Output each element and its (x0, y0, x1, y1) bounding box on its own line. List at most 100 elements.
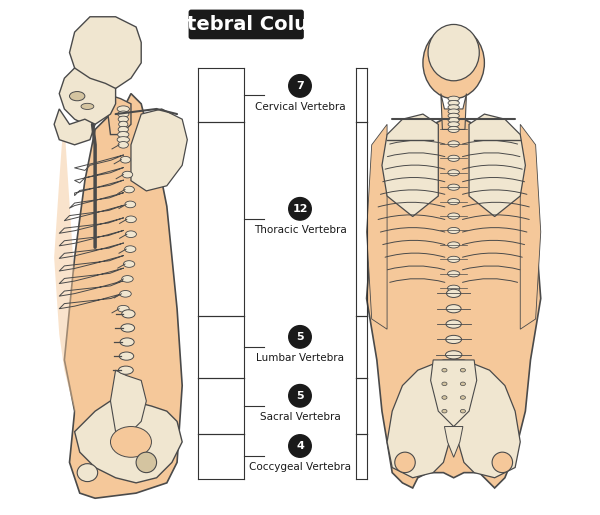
Text: Lumbar Vertebra: Lumbar Vertebra (256, 353, 344, 363)
Text: Sacral Vertebra: Sacral Vertebra (260, 412, 340, 422)
Polygon shape (64, 94, 182, 498)
Ellipse shape (122, 310, 135, 318)
Circle shape (289, 435, 311, 457)
Ellipse shape (448, 169, 460, 176)
Ellipse shape (117, 136, 130, 143)
Ellipse shape (118, 142, 128, 148)
Ellipse shape (77, 464, 98, 482)
Ellipse shape (110, 426, 151, 457)
Ellipse shape (448, 228, 460, 234)
Ellipse shape (460, 368, 466, 372)
Text: 12: 12 (292, 204, 308, 214)
Ellipse shape (448, 113, 460, 118)
Ellipse shape (446, 305, 461, 313)
Polygon shape (70, 17, 141, 89)
Ellipse shape (445, 351, 462, 359)
Ellipse shape (121, 324, 134, 332)
Ellipse shape (125, 201, 136, 208)
Circle shape (289, 325, 311, 348)
Ellipse shape (448, 117, 460, 123)
Text: 5: 5 (296, 391, 304, 401)
Polygon shape (367, 114, 541, 488)
Ellipse shape (122, 276, 133, 282)
Ellipse shape (448, 285, 460, 291)
Ellipse shape (117, 106, 130, 112)
Text: 4: 4 (296, 441, 304, 451)
Polygon shape (54, 109, 95, 145)
Ellipse shape (492, 452, 512, 473)
Ellipse shape (119, 121, 128, 127)
Ellipse shape (448, 96, 460, 101)
Polygon shape (106, 94, 131, 134)
Ellipse shape (442, 368, 447, 372)
Polygon shape (520, 124, 541, 329)
Text: Coccygeal Vertebra: Coccygeal Vertebra (249, 462, 351, 472)
Ellipse shape (442, 382, 447, 386)
Ellipse shape (448, 105, 460, 110)
Ellipse shape (124, 261, 135, 267)
Polygon shape (54, 124, 116, 493)
Polygon shape (367, 124, 387, 329)
Ellipse shape (460, 409, 466, 413)
Polygon shape (382, 114, 438, 216)
Ellipse shape (442, 409, 447, 413)
Polygon shape (118, 429, 134, 453)
Ellipse shape (448, 199, 460, 204)
Circle shape (289, 385, 311, 407)
Ellipse shape (448, 242, 460, 248)
Polygon shape (431, 360, 477, 426)
Ellipse shape (448, 122, 460, 127)
Circle shape (289, 75, 311, 97)
Ellipse shape (423, 27, 484, 99)
Ellipse shape (448, 184, 460, 190)
Polygon shape (131, 109, 187, 191)
Ellipse shape (446, 289, 461, 298)
Ellipse shape (118, 126, 128, 132)
Ellipse shape (118, 131, 129, 138)
Polygon shape (59, 68, 116, 124)
Ellipse shape (448, 213, 460, 219)
Text: 5: 5 (296, 332, 304, 342)
Ellipse shape (448, 155, 460, 161)
Polygon shape (469, 114, 526, 216)
Ellipse shape (448, 141, 460, 147)
FancyBboxPatch shape (188, 10, 304, 39)
Polygon shape (387, 360, 454, 478)
Ellipse shape (125, 231, 136, 237)
Ellipse shape (460, 396, 466, 399)
Polygon shape (441, 94, 466, 129)
Text: 7: 7 (296, 81, 304, 91)
Polygon shape (110, 370, 146, 432)
Ellipse shape (81, 104, 94, 110)
Ellipse shape (118, 305, 129, 312)
Ellipse shape (460, 382, 466, 386)
Ellipse shape (428, 24, 479, 81)
Ellipse shape (448, 109, 460, 114)
Text: Vertebral Column: Vertebral Column (150, 15, 343, 34)
Ellipse shape (118, 116, 128, 122)
Ellipse shape (125, 216, 136, 222)
Ellipse shape (446, 335, 461, 344)
Ellipse shape (118, 111, 129, 117)
Text: Cervical Vertebra: Cervical Vertebra (254, 102, 346, 112)
Polygon shape (445, 426, 463, 457)
Ellipse shape (120, 338, 134, 346)
Ellipse shape (119, 352, 134, 360)
Ellipse shape (442, 396, 447, 399)
Polygon shape (74, 401, 182, 483)
Ellipse shape (448, 126, 460, 132)
Ellipse shape (118, 366, 133, 374)
Polygon shape (454, 360, 520, 478)
Ellipse shape (136, 452, 157, 473)
Ellipse shape (122, 171, 133, 178)
Ellipse shape (448, 256, 460, 263)
Ellipse shape (395, 452, 415, 473)
Ellipse shape (448, 100, 460, 106)
Text: Thoracic Vertebra: Thoracic Vertebra (254, 225, 346, 235)
Ellipse shape (124, 186, 134, 193)
Ellipse shape (120, 157, 131, 163)
Ellipse shape (125, 246, 136, 252)
Ellipse shape (448, 271, 460, 277)
Ellipse shape (70, 92, 85, 101)
Circle shape (289, 198, 311, 220)
